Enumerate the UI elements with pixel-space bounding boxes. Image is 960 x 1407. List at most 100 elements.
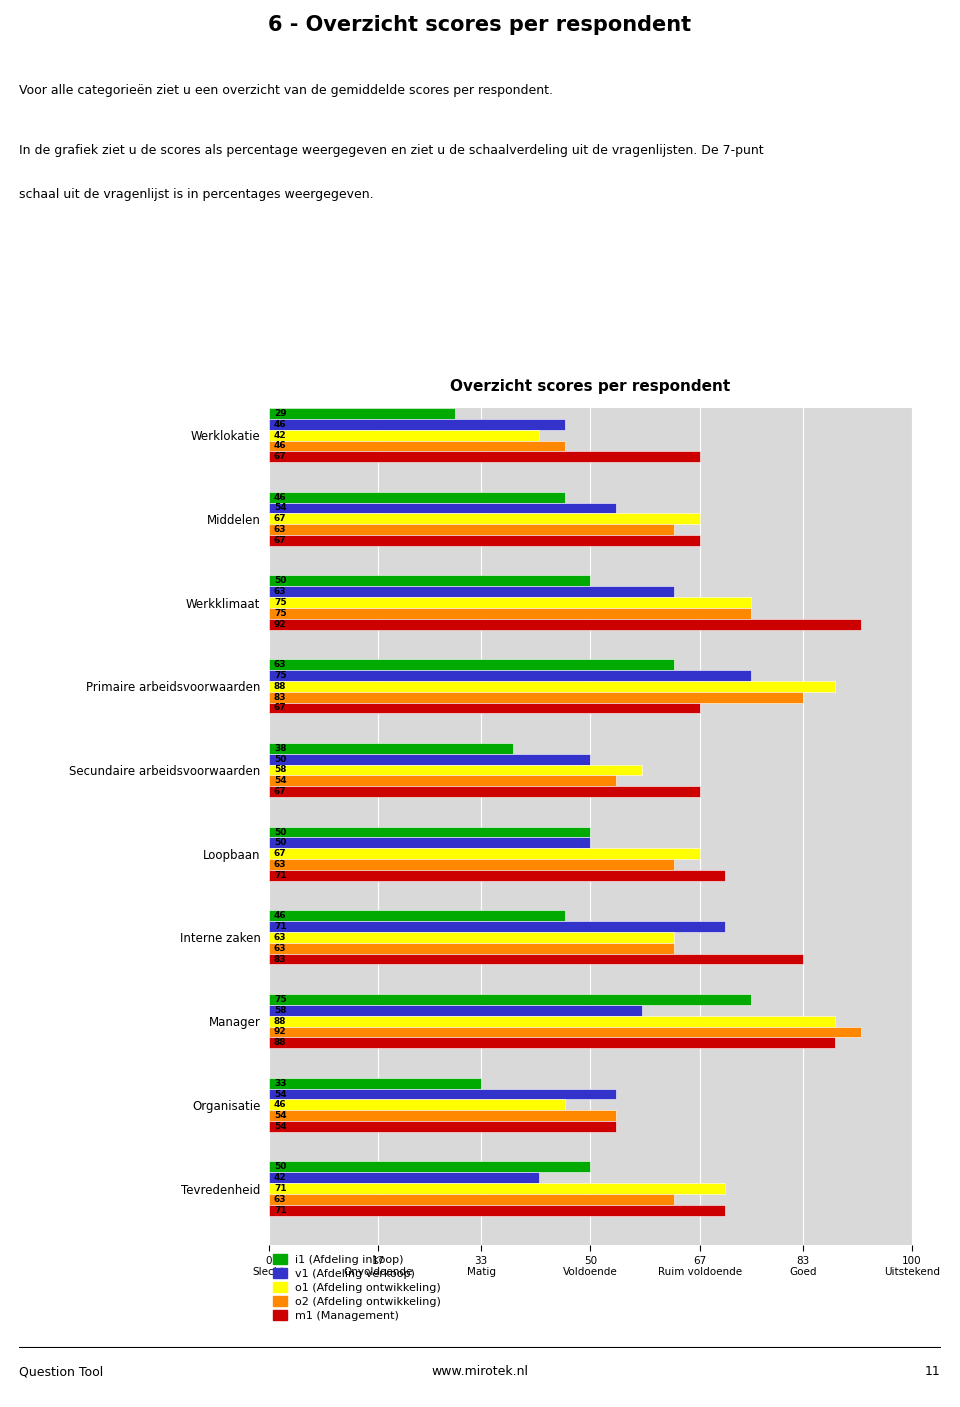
Text: 54: 54 (274, 1112, 287, 1120)
Bar (269, 775, 616, 787)
Text: Voor alle categorieën ziet u een overzicht van de gemiddelde scores per responde: Voor alle categorieën ziet u een overzic… (19, 84, 553, 97)
Legend: i1 (Afdeling inkoop), v1 (Afdeling verkoop), o1 (Afdeling ontwikkeling), o2 (Afd: i1 (Afdeling inkoop), v1 (Afdeling verko… (269, 1249, 445, 1325)
Text: 54: 54 (274, 1089, 287, 1099)
Bar (269, 491, 564, 502)
Text: 63: 63 (274, 860, 286, 870)
Text: 46: 46 (274, 912, 287, 920)
Text: In de grafiek ziet u de scores als percentage weergegeven en ziet u de schaalver: In de grafiek ziet u de scores als perce… (19, 144, 764, 158)
Bar (269, 502, 616, 514)
Text: 71: 71 (274, 1206, 287, 1214)
Text: 75: 75 (274, 609, 287, 618)
Bar (269, 619, 860, 630)
Text: 46: 46 (274, 442, 287, 450)
Text: 75: 75 (274, 598, 287, 606)
Text: 88: 88 (274, 1017, 286, 1026)
Text: 75: 75 (274, 995, 287, 1005)
Bar (269, 429, 539, 440)
Text: 58: 58 (274, 1006, 286, 1014)
Text: 83: 83 (274, 954, 286, 964)
Text: 50: 50 (274, 577, 286, 585)
Text: 46: 46 (274, 492, 287, 502)
Text: 46: 46 (274, 1100, 287, 1109)
Text: 6 - Overzicht scores per respondent: 6 - Overzicht scores per respondent (269, 15, 691, 35)
Bar (269, 787, 700, 796)
Text: 67: 67 (274, 787, 287, 796)
Bar (269, 993, 752, 1005)
Text: 50: 50 (274, 754, 286, 764)
Bar (269, 440, 564, 452)
Bar (269, 848, 700, 860)
Text: 50: 50 (274, 827, 286, 837)
Bar (269, 597, 752, 608)
Bar (269, 702, 700, 713)
Text: 33: 33 (274, 1079, 286, 1088)
Text: 71: 71 (274, 871, 287, 879)
Text: www.mirotek.nl: www.mirotek.nl (431, 1365, 529, 1377)
Bar (269, 1016, 835, 1027)
Text: 67: 67 (274, 536, 287, 545)
Text: 63: 63 (274, 587, 286, 597)
Bar (269, 1027, 860, 1037)
Bar (269, 1099, 564, 1110)
Bar (269, 1162, 590, 1172)
Bar (269, 743, 514, 754)
Text: 67: 67 (274, 704, 287, 712)
Text: 63: 63 (274, 1195, 286, 1204)
Bar (269, 408, 455, 419)
Text: 75: 75 (274, 671, 287, 680)
Text: 29: 29 (274, 409, 287, 418)
Text: 67: 67 (274, 452, 287, 461)
Text: 92: 92 (274, 619, 287, 629)
Bar (269, 764, 642, 775)
Bar (269, 827, 590, 837)
Bar (269, 860, 674, 870)
Bar (269, 910, 564, 922)
Text: 42: 42 (274, 1173, 287, 1182)
Text: 54: 54 (274, 777, 287, 785)
Bar (269, 419, 564, 429)
Bar (269, 514, 700, 525)
Bar (269, 692, 803, 702)
Text: 50: 50 (274, 839, 286, 847)
Text: Question Tool: Question Tool (19, 1365, 104, 1377)
Bar (269, 681, 835, 692)
Text: 88: 88 (274, 682, 286, 691)
Text: Overzicht scores per respondent: Overzicht scores per respondent (450, 380, 731, 394)
Text: 42: 42 (274, 431, 287, 439)
Bar (269, 837, 590, 848)
Bar (269, 1110, 616, 1121)
Bar (269, 870, 726, 881)
Bar (269, 1204, 726, 1216)
Text: 54: 54 (274, 504, 287, 512)
Bar (269, 1089, 616, 1099)
Text: 88: 88 (274, 1038, 286, 1047)
Text: 50: 50 (274, 1162, 286, 1172)
Bar (269, 1172, 539, 1183)
Text: 46: 46 (274, 419, 287, 429)
Bar (269, 535, 700, 546)
Text: 11: 11 (925, 1365, 941, 1377)
Bar (269, 658, 674, 670)
Text: 38: 38 (274, 744, 286, 753)
Text: 58: 58 (274, 765, 286, 774)
Bar (269, 754, 590, 764)
Text: 71: 71 (274, 922, 287, 931)
Text: 63: 63 (274, 525, 286, 535)
Bar (269, 608, 752, 619)
Bar (269, 1078, 481, 1089)
Bar (269, 1005, 642, 1016)
Text: 67: 67 (274, 850, 287, 858)
Bar (269, 670, 752, 681)
Bar (269, 1037, 835, 1048)
Bar (269, 931, 674, 943)
Bar (269, 525, 674, 535)
Text: 92: 92 (274, 1027, 287, 1037)
Text: 54: 54 (274, 1121, 287, 1131)
Bar (269, 452, 700, 461)
Bar (269, 943, 674, 954)
Bar (269, 587, 674, 597)
Text: 63: 63 (274, 944, 286, 953)
Bar (269, 575, 590, 587)
Text: 83: 83 (274, 692, 286, 702)
Bar (269, 954, 803, 965)
